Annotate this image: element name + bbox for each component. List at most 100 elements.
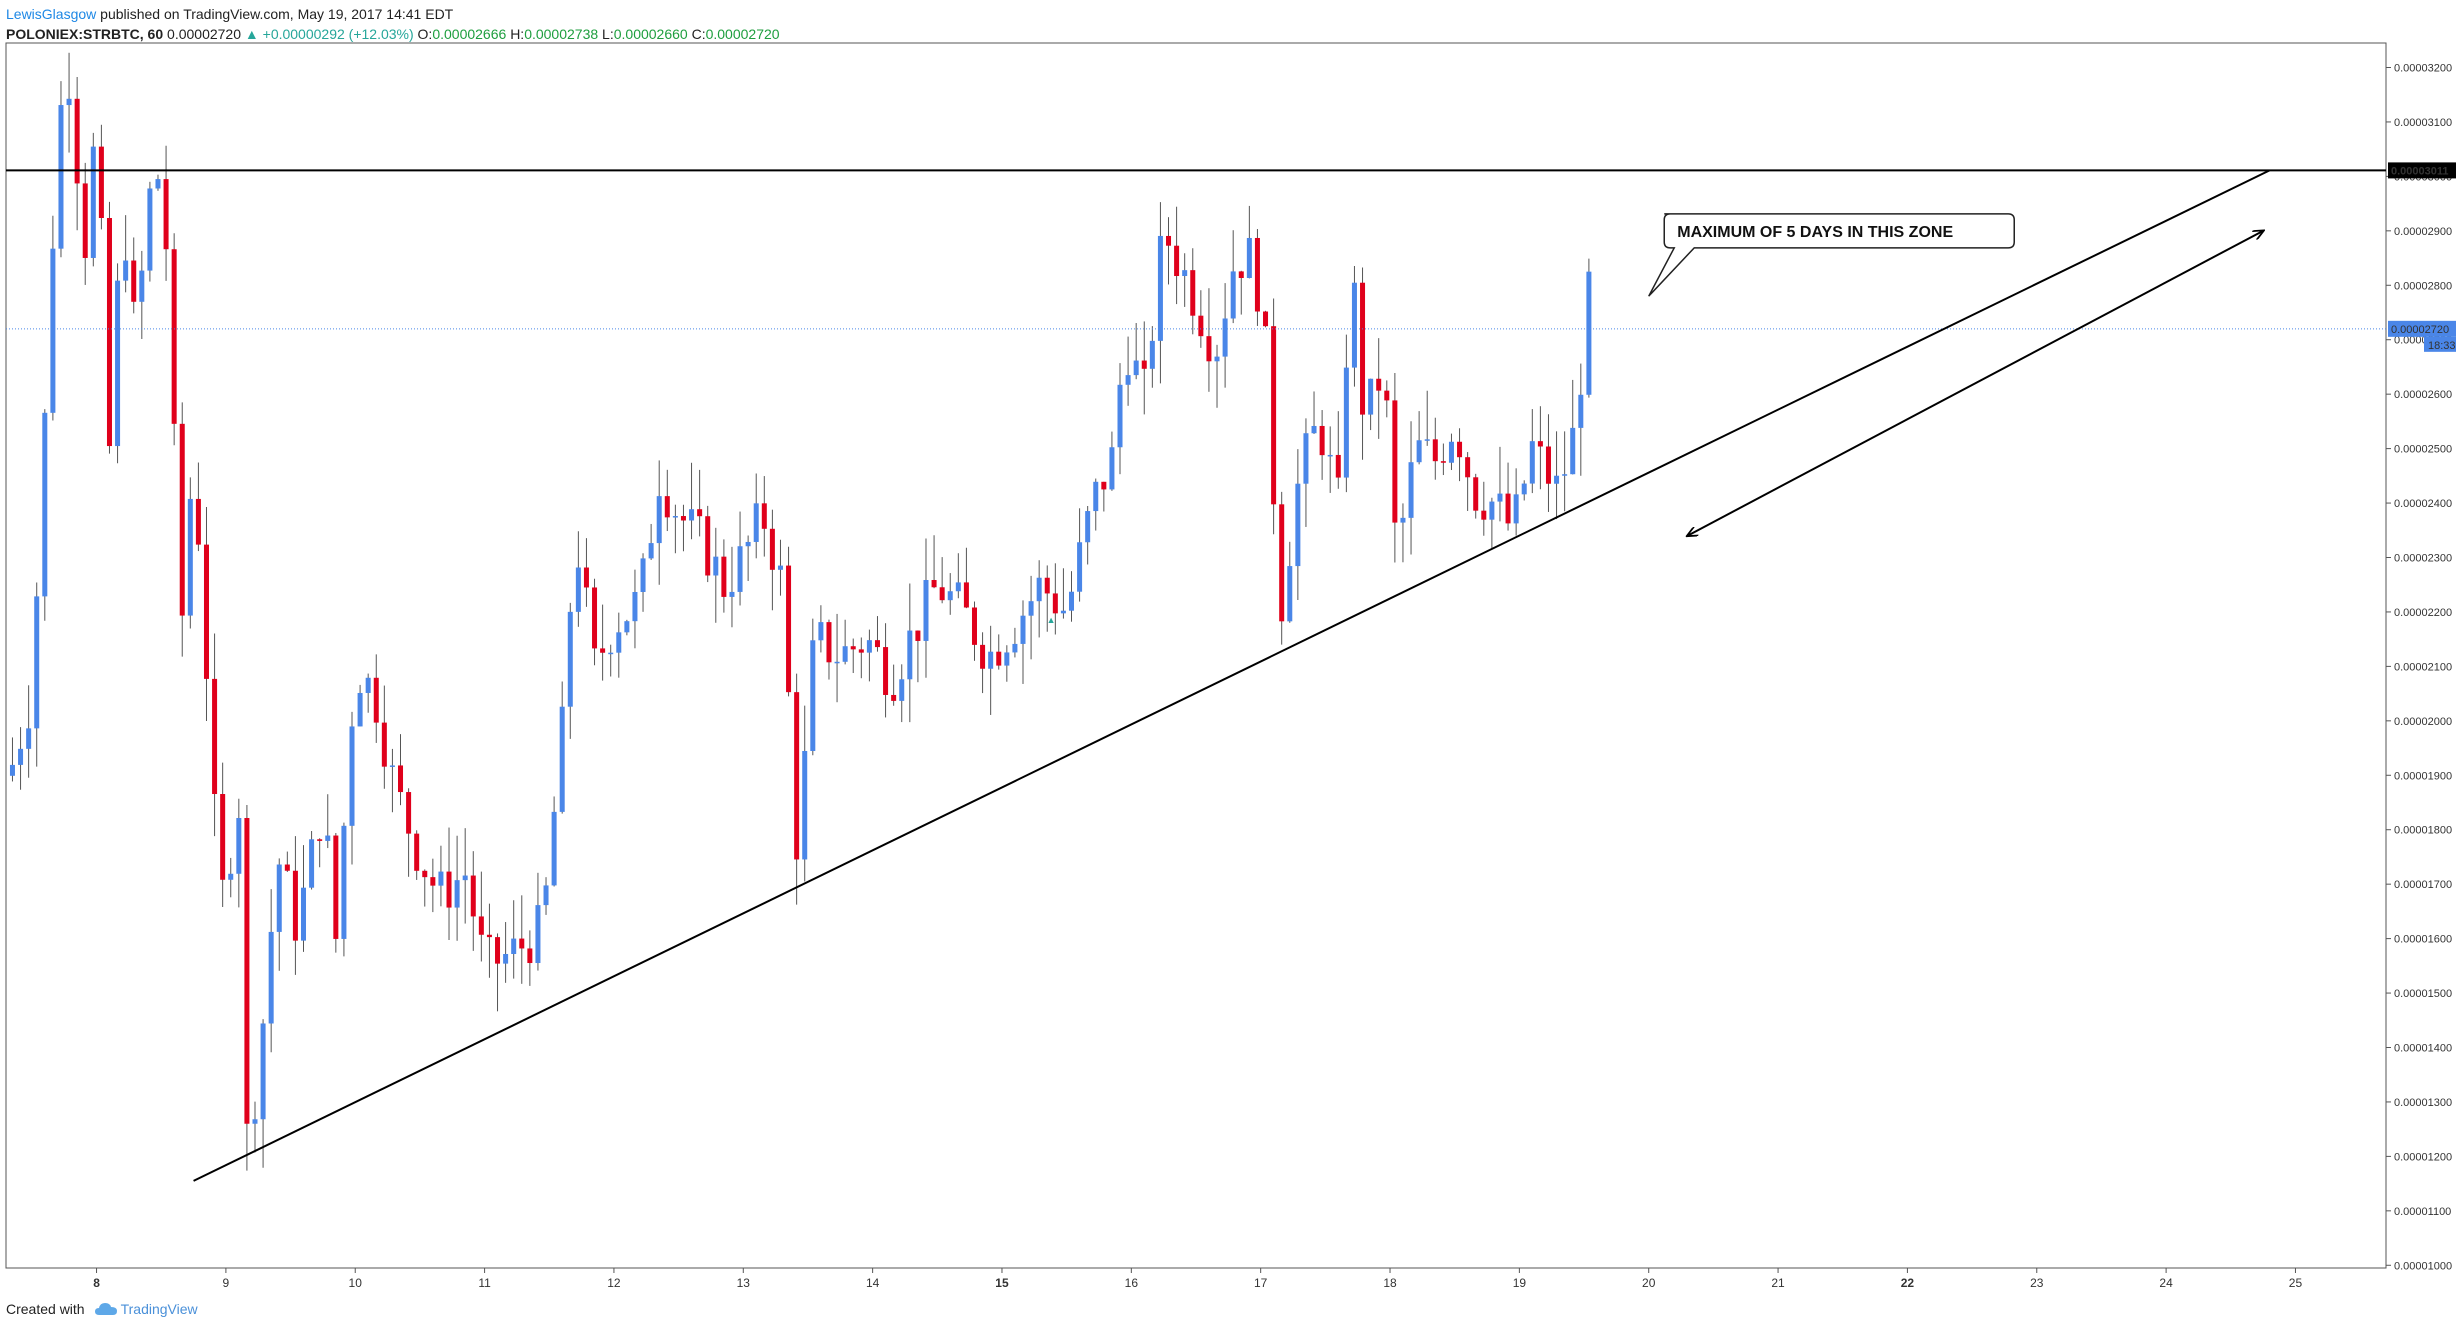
candle-body (131, 260, 137, 302)
candle-body (276, 864, 282, 932)
candle (1376, 338, 1382, 439)
candle-body (939, 587, 945, 601)
candle-body (123, 260, 129, 281)
candle-body (389, 765, 395, 767)
candle-body (971, 607, 977, 645)
x-tick-label: 13 (737, 1276, 751, 1290)
candle (761, 476, 767, 557)
tradingview-logo[interactable]: TradingView (94, 1301, 198, 1317)
candle-body (721, 556, 727, 597)
candle (1254, 229, 1260, 326)
candle (58, 81, 64, 258)
candle (1028, 575, 1034, 660)
candle-body (300, 887, 307, 941)
candle (1141, 321, 1147, 415)
x-tick-label: 10 (349, 1276, 363, 1290)
candle-body (1497, 493, 1503, 502)
candle-body (1166, 235, 1172, 246)
y-tick-label: 0.00001600 (2394, 934, 2452, 946)
candle-body (309, 839, 315, 888)
candle (592, 578, 598, 666)
candle-body (179, 423, 185, 616)
x-tick-label: 16 (1125, 1276, 1139, 1290)
candle-body (794, 692, 800, 860)
candle-body (899, 679, 905, 701)
candle (1149, 326, 1155, 388)
candle (947, 573, 953, 615)
candle (1238, 270, 1244, 315)
candle (446, 827, 452, 941)
candle-body (1133, 360, 1139, 376)
candle-body (1085, 511, 1091, 543)
candle-body (1432, 439, 1438, 462)
candle-body (1254, 237, 1260, 312)
x-tick-label: 17 (1254, 1276, 1268, 1290)
candle-body (1416, 440, 1422, 463)
candle-body (470, 875, 476, 917)
candle (1384, 380, 1390, 418)
candle (664, 469, 670, 532)
candle-body (842, 646, 848, 662)
candle (1117, 363, 1123, 475)
candle-body (567, 611, 573, 707)
candle (794, 673, 800, 905)
candle (575, 531, 581, 627)
candle-body (1360, 282, 1366, 415)
candle-body (462, 875, 468, 881)
candle (1133, 323, 1139, 380)
candle (406, 788, 412, 877)
candle-body (866, 640, 872, 653)
candle (608, 644, 614, 677)
candle (98, 124, 104, 230)
candle (1077, 508, 1083, 602)
y-tick-label: 0.00001000 (2394, 1260, 2452, 1272)
x-tick-label: 19 (1513, 1276, 1527, 1290)
candle-body (203, 544, 209, 679)
candle-body (955, 582, 961, 592)
candle (341, 822, 347, 957)
candle (1440, 443, 1446, 476)
candle-body (1465, 457, 1471, 478)
low-value: 0.00002660 (613, 26, 688, 42)
author-link[interactable]: LewisGlasgow (6, 6, 97, 22)
symbol-line: POLONIEX:STRBTC, 60 0.00002720 ▲ +0.0000… (6, 24, 780, 44)
candle-body (769, 528, 775, 570)
candle (567, 602, 573, 739)
publish-line: LewisGlasgow published on TradingView.co… (6, 4, 780, 24)
candle-body (163, 179, 169, 250)
y-tick-label: 0.00001100 (2394, 1206, 2451, 1218)
candle-body (1303, 433, 1309, 484)
x-tick-label: 11 (478, 1276, 491, 1290)
candle-body (503, 953, 509, 964)
candle (50, 215, 56, 421)
candle (1287, 541, 1293, 623)
candle-body (583, 567, 589, 588)
countdown-tag (2424, 336, 2456, 352)
candle-body (1279, 504, 1285, 622)
open-value: 0.00002666 (432, 26, 507, 42)
candle-body (414, 833, 420, 871)
candle-body (963, 582, 969, 608)
open-label: O: (417, 26, 433, 42)
candle (1529, 409, 1535, 494)
candle-body (1182, 270, 1188, 277)
candle-body (891, 694, 897, 701)
high-value: 0.00002738 (524, 26, 599, 42)
candle-body (1578, 394, 1584, 428)
candle (1343, 334, 1349, 493)
candle (915, 630, 921, 683)
candle-body (689, 509, 695, 521)
candle (1319, 410, 1325, 480)
candle-body (713, 556, 719, 576)
footer: Created with TradingView (6, 1301, 198, 1317)
candle (883, 623, 889, 718)
candle-body (980, 644, 986, 669)
y-tick-label: 0.00003200 (2394, 63, 2452, 75)
plot-area (9, 52, 1592, 1171)
candle (1448, 433, 1454, 471)
candle-body (260, 1023, 266, 1120)
candle (147, 181, 153, 282)
close-value: 0.00002720 (705, 26, 780, 42)
candle (737, 511, 743, 606)
